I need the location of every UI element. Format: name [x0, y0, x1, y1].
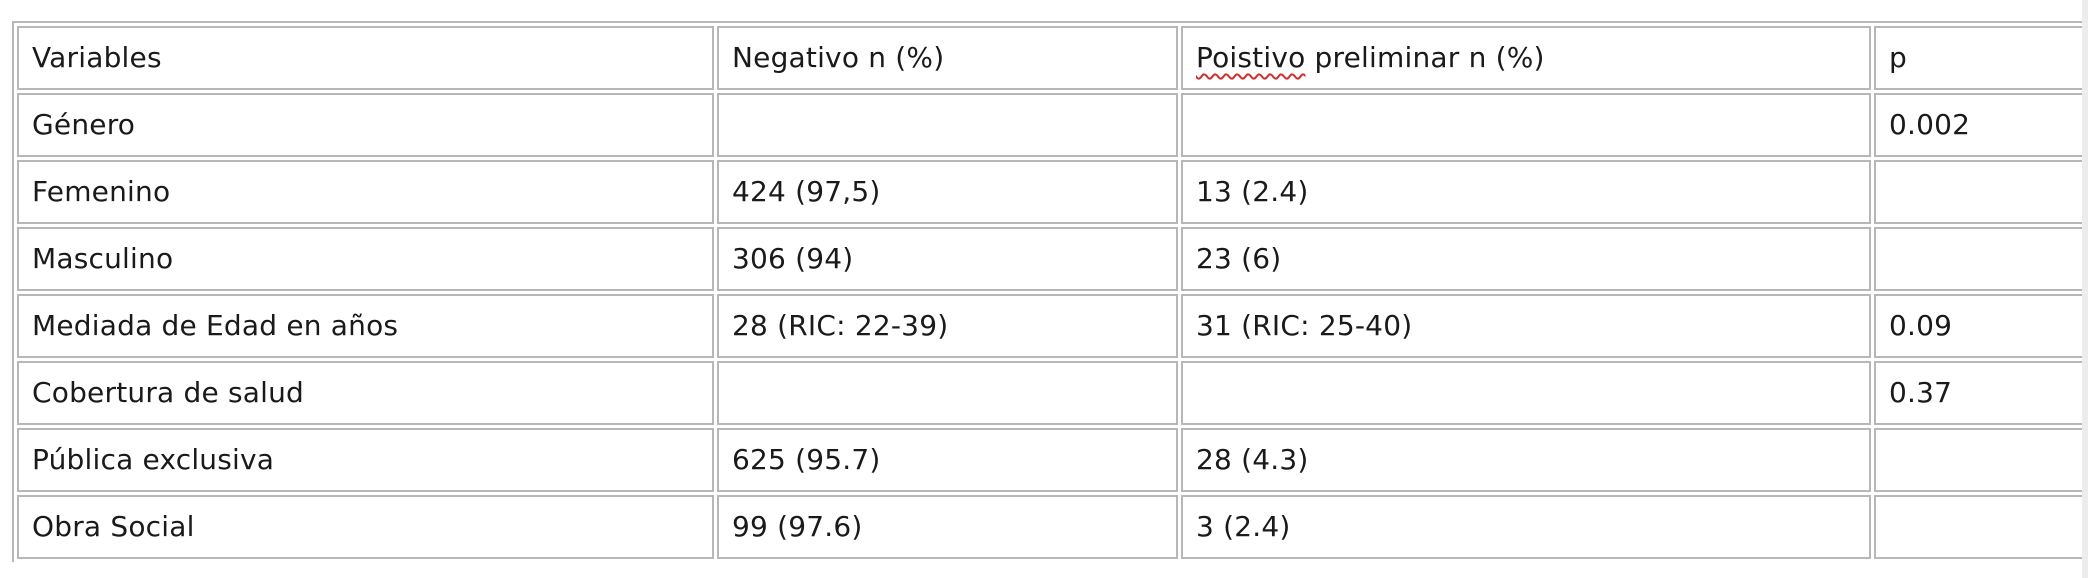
- results-table: Variables Negativo n (%) Poistivo prelim…: [12, 21, 2088, 562]
- table-row: Cobertura de salud 0.37: [17, 361, 2088, 425]
- cell-p-value: 0.09: [1874, 294, 2088, 358]
- cell-positive: 13 (2.4): [1181, 160, 1871, 224]
- cell-p-value: [1874, 428, 2088, 492]
- cell-negative: 28 (RIC: 22-39): [717, 294, 1178, 358]
- cell-negative: 424 (97,5): [717, 160, 1178, 224]
- table-row: Femenino 424 (97,5) 13 (2.4): [17, 160, 2088, 224]
- cell-variable: Obra Social: [17, 495, 714, 559]
- table-row: Pública exclusiva 625 (95.7) 28 (4.3): [17, 428, 2088, 492]
- cell-positive: 3 (2.4): [1181, 495, 1871, 559]
- cell-negative: [717, 93, 1178, 157]
- table-header-row: Variables Negativo n (%) Poistivo prelim…: [17, 26, 2088, 90]
- cell-p-value: [1874, 160, 2088, 224]
- cell-negative: 99 (97.6): [717, 495, 1178, 559]
- header-positive: Poistivo preliminar n (%): [1181, 26, 1871, 90]
- header-variables: Variables: [17, 26, 714, 90]
- header-p-value: p: [1874, 26, 2088, 90]
- cell-p-value: 0.37: [1874, 361, 2088, 425]
- cell-p-value: [1874, 227, 2088, 291]
- table-row: Obra Social 99 (97.6) 3 (2.4): [17, 495, 2088, 559]
- cell-p-value: [1874, 495, 2088, 559]
- header-positive-rest: preliminar n (%): [1305, 41, 1545, 74]
- cell-positive: 28 (4.3): [1181, 428, 1871, 492]
- cell-positive: 31 (RIC: 25-40): [1181, 294, 1871, 358]
- cell-variable: Mediada de Edad en años: [17, 294, 714, 358]
- table-row: Masculino 306 (94) 23 (6): [17, 227, 2088, 291]
- table-row: Mediada de Edad en años 28 (RIC: 22-39) …: [17, 294, 2088, 358]
- cell-negative: 306 (94): [717, 227, 1178, 291]
- cell-p-value: 0.002: [1874, 93, 2088, 157]
- cell-variable: Género: [17, 93, 714, 157]
- cell-negative: 625 (95.7): [717, 428, 1178, 492]
- cell-negative: [717, 361, 1178, 425]
- cell-positive: [1181, 361, 1871, 425]
- table-row: Género 0.002: [17, 93, 2088, 157]
- cell-variable: Femenino: [17, 160, 714, 224]
- cell-variable: Pública exclusiva: [17, 428, 714, 492]
- window-edge: [2082, 0, 2088, 578]
- cell-positive: [1181, 93, 1871, 157]
- cell-variable: Cobertura de salud: [17, 361, 714, 425]
- header-negative: Negativo n (%): [717, 26, 1178, 90]
- cell-positive: 23 (6): [1181, 227, 1871, 291]
- cell-variable: Masculino: [17, 227, 714, 291]
- misspelled-word: Poistivo: [1196, 41, 1306, 74]
